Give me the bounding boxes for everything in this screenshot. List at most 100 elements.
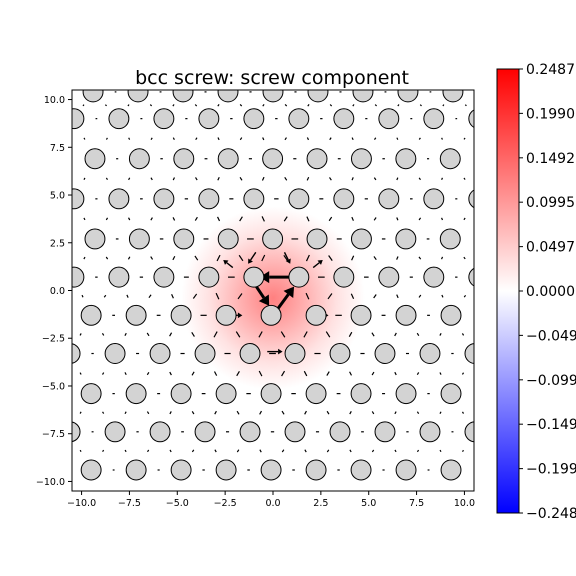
x-tick-label: −10.0: [67, 498, 96, 509]
field-arrow: [349, 411, 352, 415]
field-arrow: [236, 370, 240, 377]
atom: [260, 304, 282, 326]
atom: [329, 421, 351, 443]
atom: [217, 90, 239, 103]
chart-title: bcc screw: screw component: [135, 67, 409, 89]
field-arrow: [304, 449, 307, 453]
field-arrow: [326, 410, 330, 415]
atom: [378, 266, 400, 288]
atom: [419, 343, 441, 364]
atom: [172, 90, 194, 103]
field-arrow: [416, 449, 420, 453]
y-tick-label: −2.5: [42, 334, 65, 345]
field-arrow: [101, 333, 105, 336]
atom: [170, 459, 192, 481]
field-arrow: [262, 137, 265, 141]
atom: [440, 383, 462, 405]
arrow-head: [248, 258, 253, 264]
atom: [125, 383, 147, 405]
displacement-arrow: [226, 262, 234, 269]
field-arrow: [191, 331, 195, 337]
atom: [125, 459, 147, 481]
field-arrow: [441, 137, 443, 140]
x-tick-label: 2.5: [313, 498, 328, 509]
field-arrow: [418, 177, 421, 181]
field-arrow: [284, 176, 288, 181]
plot-area: −10.0 −7.5 −5.0 −2.5 0.0 2.5 5.0 7.5 10.0 −10.0−…: [36, 89, 475, 509]
field-arrow: [105, 256, 109, 260]
y-tick-label: 5.0: [50, 191, 65, 202]
atom: [306, 228, 328, 250]
atom: [378, 108, 400, 130]
y-tick-label: −5.0: [42, 381, 65, 392]
y-tick-label: −10.0: [36, 477, 65, 488]
field-arrow: [83, 217, 86, 221]
field-arrow: [105, 137, 108, 140]
field-arrow: [104, 104, 108, 107]
atom: [395, 459, 417, 481]
field-arrow: [194, 255, 199, 261]
atom: [262, 90, 284, 103]
x-tick-label: 5.0: [361, 498, 376, 509]
x-tick-label: 0.0: [265, 498, 280, 509]
field-arrow: [79, 449, 82, 452]
field-arrow: [172, 255, 176, 261]
atom: [239, 343, 261, 364]
colorbar-gradient: [496, 68, 520, 514]
atom: [262, 148, 284, 170]
x-axis: −10.0 −7.5 −5.0 −2.5 0.0 2.5 5.0 7.5 10.0: [67, 491, 475, 509]
atom: [108, 266, 130, 288]
atom: [198, 188, 220, 210]
colorbar-tick-label: −0.0995: [526, 373, 576, 389]
field-arrow: [351, 255, 355, 261]
field-arrow: [463, 294, 467, 298]
field-arrow: [418, 217, 422, 221]
field-arrow: [371, 332, 375, 337]
field-arrow: [441, 294, 444, 298]
atom: [350, 148, 372, 170]
atom: [80, 459, 102, 481]
atom: [215, 304, 237, 326]
field-arrow: [374, 104, 378, 107]
atom: [329, 343, 351, 364]
field-arrow: [126, 294, 129, 298]
field-arrow: [127, 256, 131, 260]
atom: [128, 148, 150, 170]
field-arrow: [146, 449, 150, 453]
field-arrow: [373, 294, 377, 299]
field-arrow: [259, 410, 262, 415]
arrow-head: [223, 259, 229, 265]
x-tick-label: −5.0: [166, 498, 189, 509]
atom: [72, 108, 85, 130]
field-arrow: [304, 410, 307, 415]
field-arrow: [396, 294, 399, 299]
field-arrow: [239, 176, 243, 181]
field-arrow: [351, 177, 354, 181]
field-arrow: [149, 104, 153, 107]
field-arrow: [127, 217, 131, 221]
field-arrow: [214, 410, 217, 415]
field-arrow: [351, 137, 354, 141]
atom: [153, 188, 175, 210]
field-arrow: [306, 176, 310, 181]
field-arrow: [215, 292, 220, 300]
field-arrow: [258, 370, 263, 377]
field-arrow: [102, 449, 105, 453]
field-arrow: [261, 216, 265, 222]
field-arrow: [83, 177, 86, 180]
atom: [80, 383, 102, 405]
x-tick-label: −7.5: [118, 498, 141, 509]
field-arrow: [239, 104, 243, 107]
field-arrow: [169, 411, 172, 415]
field-arrow: [236, 449, 240, 453]
field-arrow: [394, 371, 397, 376]
colorbar-tick-label: 0.0000: [526, 284, 575, 300]
atom: [125, 304, 147, 326]
atom: [468, 109, 474, 128]
atom: [305, 304, 327, 326]
field-arrow: [306, 216, 310, 222]
colorbar-tick-label: −0.1990: [526, 462, 576, 478]
field-arrow: [172, 177, 176, 181]
field-arrow: [169, 371, 172, 376]
field-arrow: [329, 104, 333, 107]
